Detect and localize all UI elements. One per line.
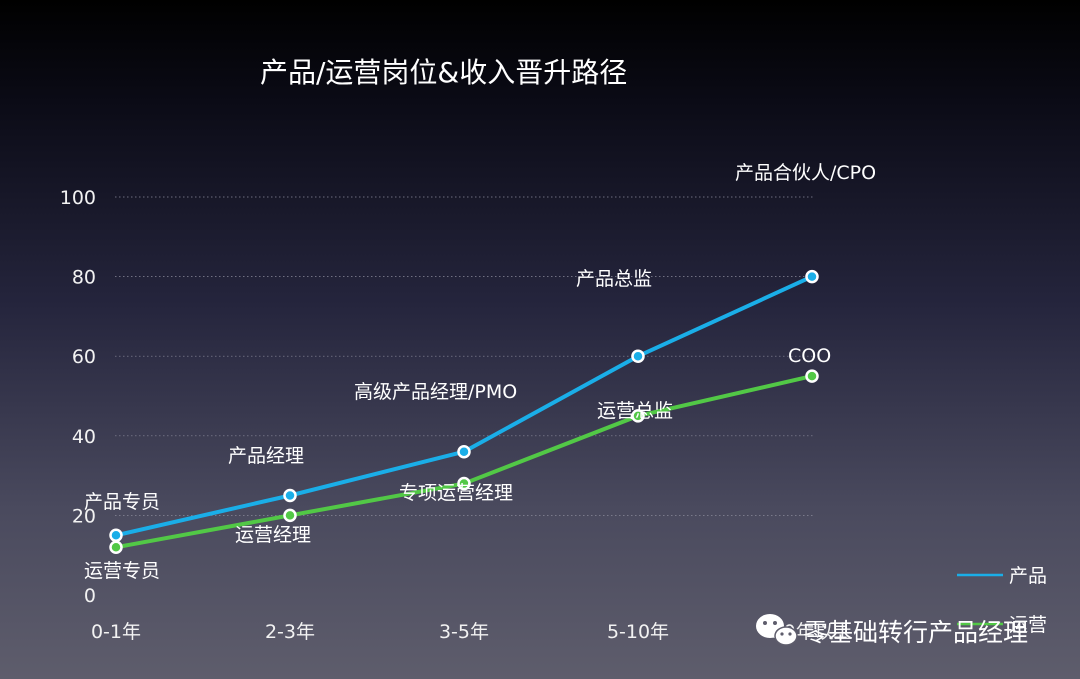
data-point <box>457 444 471 459</box>
data-point <box>631 349 645 363</box>
data-point <box>805 369 819 383</box>
point-label: 产品总监 <box>576 268 652 290</box>
x-tick-label: 2-3年 <box>265 621 315 643</box>
point-label: 产品专员 <box>84 491 160 513</box>
grid <box>115 196 815 516</box>
point-label: 运营总监 <box>597 400 673 422</box>
point-label: 产品经理 <box>228 445 304 467</box>
y-tick-label: 40 <box>72 426 96 448</box>
y-tick-label: 20 <box>72 505 96 527</box>
data-point <box>805 269 819 284</box>
data-point <box>457 476 471 491</box>
y-axis: 0 20 40 60 80 100 <box>60 187 96 607</box>
point-label: 产品合伙人/CPO <box>735 162 876 184</box>
point-label: COO <box>788 345 831 367</box>
data-point <box>283 508 297 523</box>
x-tick-label: 0-1年 <box>91 621 141 643</box>
chart-title: 产品/运营岗位&收入晋升路径 <box>260 56 627 89</box>
x-tick-label: 5-10年 <box>607 621 669 643</box>
data-point <box>109 528 123 543</box>
y-tick-label: 60 <box>72 346 96 368</box>
data-point <box>631 409 645 423</box>
x-axis: 0-1年 2-3年 3-5年 5-10年 10年以上 <box>91 621 853 643</box>
point-label: 专项运营经理 <box>399 482 513 504</box>
point-label: 运营经理 <box>235 524 311 546</box>
x-tick-label: 3-5年 <box>439 621 489 643</box>
data-point <box>283 488 297 503</box>
watermark-text: 零基础转行产品经理 <box>803 618 1028 647</box>
point-label: 运营专员 <box>84 560 160 582</box>
legend-label: 产品 <box>1009 565 1047 587</box>
wechat-icon <box>756 614 798 646</box>
watermark: 零基础转行产品经理 <box>756 614 1028 647</box>
y-tick-label: 0 <box>84 585 96 607</box>
annotations: 产品专员 产品经理 高级产品经理/PMO 产品总监 产品合伙人/CPO 运营专员 运营经理 专… <box>84 162 876 582</box>
legend-label: 运营 <box>1009 614 1047 636</box>
y-tick-label: 80 <box>72 267 96 289</box>
y-tick-label: 100 <box>60 187 96 209</box>
series-group <box>109 269 819 554</box>
data-point <box>109 540 123 554</box>
point-label: 高级产品经理/PMO <box>354 381 517 403</box>
